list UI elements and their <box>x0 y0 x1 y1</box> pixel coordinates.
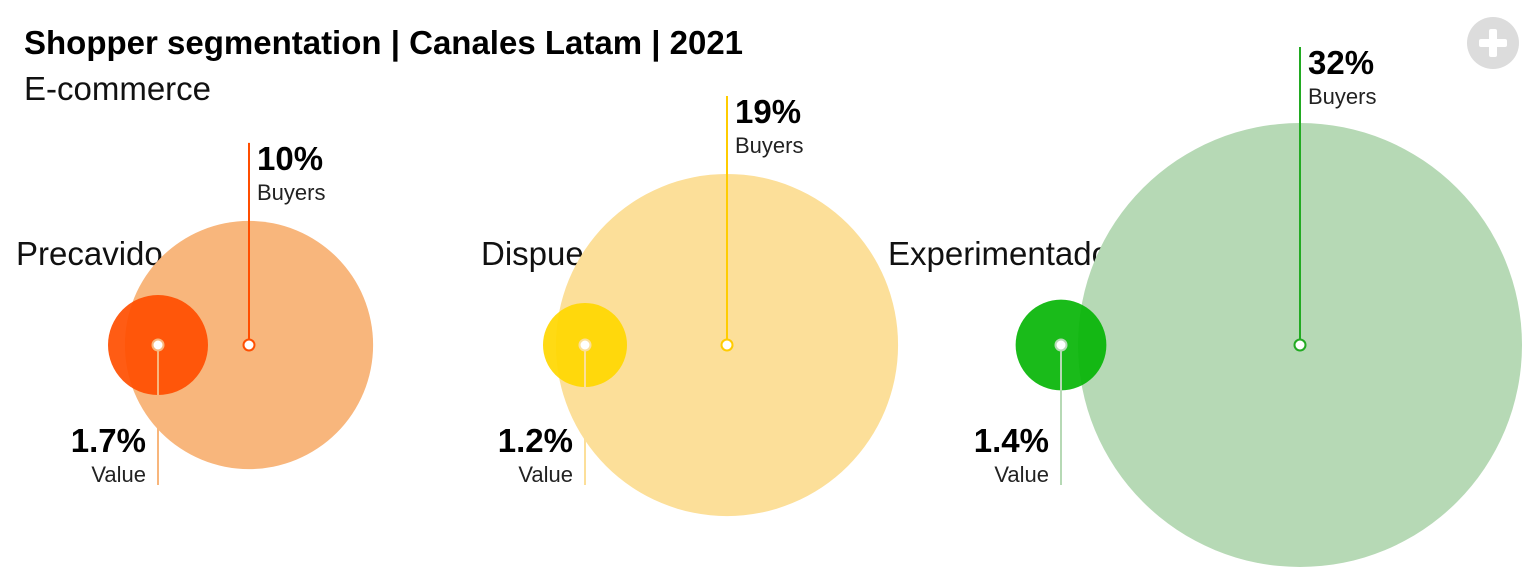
buyers-marker-precavido <box>242 338 256 352</box>
value-marker-dispuesto <box>578 338 592 352</box>
buyers-percent-label-experimentado: 32% <box>1308 44 1374 81</box>
buyers-caption-dispuesto: Buyers <box>735 133 803 158</box>
segment-name-precavido: Precavido <box>16 235 163 272</box>
buyers-percent-label-precavido: 10% <box>257 140 323 177</box>
buyers-marker-experimentado <box>1293 338 1307 352</box>
buyers-marker-dispuesto <box>720 338 734 352</box>
value-percent-label-dispuesto: 1.2% <box>498 422 573 459</box>
chart-subtitle: E-commerce <box>24 70 212 107</box>
value-caption-precavido: Value <box>91 462 146 487</box>
value-marker-experimentado <box>1054 338 1068 352</box>
value-percent-label-experimentado: 1.4% <box>974 422 1049 459</box>
segment-name-experimentado: Experimentado <box>888 235 1110 272</box>
expand-button[interactable] <box>1467 17 1519 69</box>
buyers-caption-experimentado: Buyers <box>1308 84 1376 109</box>
buyers-caption-precavido: Buyers <box>257 180 325 205</box>
value-caption-experimentado: Value <box>994 462 1049 487</box>
value-caption-dispuesto: Value <box>518 462 573 487</box>
chart-title: Shopper segmentation | Canales Latam | 2… <box>24 24 744 61</box>
buyers-percent-label-dispuesto: 19% <box>735 93 801 130</box>
value-marker-precavido <box>151 338 165 352</box>
value-percent-label-precavido: 1.7% <box>71 422 146 459</box>
